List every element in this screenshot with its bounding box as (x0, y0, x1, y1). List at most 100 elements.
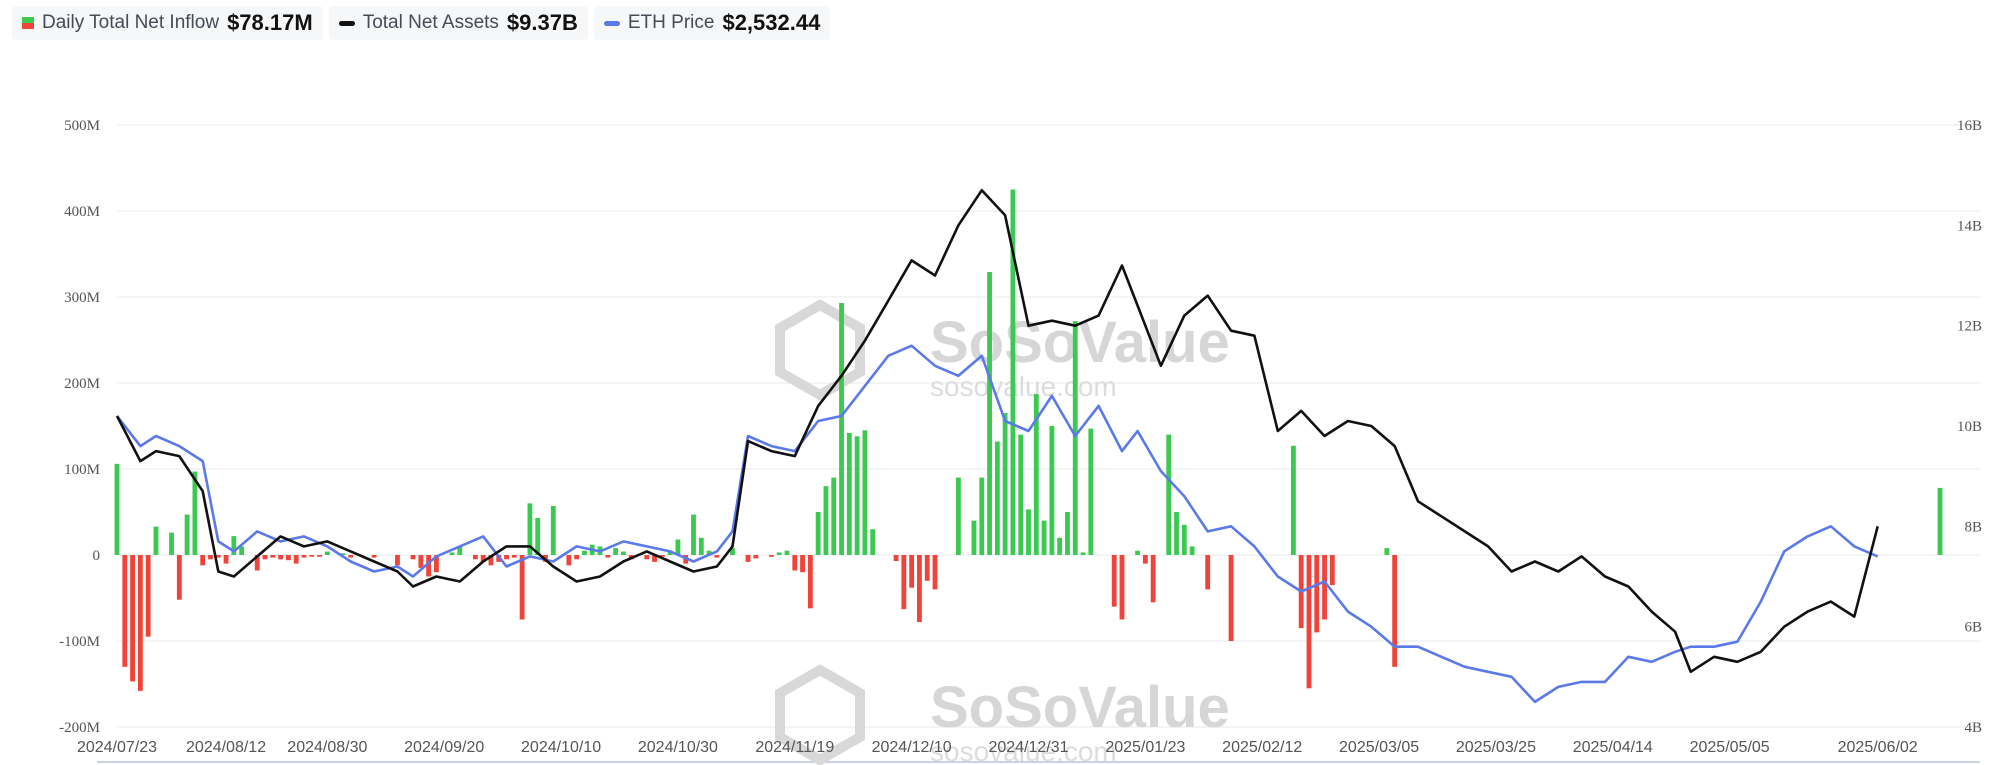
inflow-bar (1065, 512, 1070, 555)
inflow-bar (1057, 537, 1063, 555)
left-tick-label: -100M (59, 634, 100, 650)
x-tick-label: 2024/12/31 (988, 739, 1068, 756)
x-tick-label: 2025/05/05 (1690, 739, 1770, 756)
right-tick-label: 12B (1957, 319, 1982, 335)
inflow-bar (1181, 524, 1187, 555)
eth-price-line (115, 344, 1879, 704)
x-axis: 2024/07/23 2024/08/12 2024/08/30 2024/09/20… (77, 739, 1918, 756)
inflow-bar (317, 555, 322, 557)
left-tick-label: 500M (64, 118, 100, 134)
inflow-bar (231, 536, 237, 555)
inflow-bar (504, 555, 509, 560)
inflow-bar (480, 555, 486, 562)
left-tick-label: 400M (64, 204, 100, 220)
legend-item-assets[interactable]: Total Net Assets $9.37B (328, 6, 588, 40)
legend-value-eth: $2,532.44 (722, 10, 821, 35)
inflow-bar (1290, 445, 1296, 555)
inflow-bar (823, 486, 829, 555)
right-axis: 16B 14B 12B 10B 8B 6B 4B (1957, 118, 1982, 736)
inflow-bar (176, 555, 182, 600)
inflow-bar (426, 555, 432, 577)
x-tick-label: 2025/01/23 (1105, 739, 1185, 756)
inflow-bar (395, 555, 400, 566)
eth-line-swatch-icon (603, 20, 620, 26)
x-tick-label: 2024/08/30 (287, 739, 367, 756)
inflow-bar (971, 520, 977, 555)
legend-item-eth[interactable]: ETH Price $2,532.44 (593, 6, 831, 40)
inflow-bar (1119, 555, 1125, 620)
inflow-bar (1392, 555, 1398, 667)
inflow-bar (1189, 546, 1195, 555)
x-tick-label: 2024/09/20 (404, 739, 484, 756)
inflow-bar (613, 548, 619, 555)
inflow-bar (472, 555, 478, 560)
inflow-bar (745, 555, 751, 562)
left-tick-label: 200M (64, 376, 100, 392)
inflow-bar (1018, 434, 1024, 555)
legend-item-inflow[interactable]: Daily Total Net Inflow $78.17M (12, 6, 323, 40)
inflow-swatch-negative (22, 23, 34, 29)
inflow-bar (1174, 512, 1179, 555)
inflow-bar (169, 532, 174, 555)
inflow-bar (270, 555, 276, 558)
watermark: SoSoValuesosovalue.comSoSoValuesosovalue… (775, 299, 1230, 765)
inflow-bar (839, 303, 844, 555)
inflow-bar (675, 539, 681, 555)
inflow-bar (893, 555, 899, 562)
watermark-site: sosovalue.com (930, 371, 1117, 402)
inflow-bar (605, 555, 611, 558)
inflow-bar (1937, 487, 1943, 555)
inflow-bar (1205, 555, 1211, 590)
x-tick-label: 2024/07/23 (77, 739, 157, 756)
right-tick-label: 10B (1957, 419, 1982, 435)
inflow-bar (714, 555, 720, 558)
inflow-bar (1306, 555, 1312, 689)
inflow-bar (994, 441, 1000, 555)
series-lines (115, 188, 1879, 704)
inflow-bar (776, 552, 782, 555)
left-tick-label: 0 (93, 548, 101, 564)
inflow-bar (574, 555, 580, 560)
inflow-bar (652, 555, 657, 562)
right-tick-label: 14B (1957, 218, 1982, 234)
inflow-bar (667, 550, 673, 555)
inflow-bar (153, 526, 159, 555)
inflow-bar (208, 555, 213, 560)
left-tick-label: 100M (64, 462, 100, 478)
inflow-bar (800, 555, 805, 573)
inflow-bar (433, 555, 439, 573)
inflow-bar (457, 546, 463, 555)
legend-label-eth: ETH Price (627, 12, 715, 33)
inflow-bar (215, 555, 221, 558)
inflow-bar (1150, 555, 1156, 603)
inflow-bar (324, 551, 330, 555)
inflow-bar (846, 432, 852, 555)
right-tick-label: 6B (1964, 620, 1982, 636)
inflow-bar (137, 555, 143, 691)
inflow-bar (262, 555, 268, 560)
inflow-bar (987, 272, 992, 555)
left-tick-label: -200M (59, 720, 100, 736)
inflow-bar (223, 555, 229, 564)
inflow-bar (917, 555, 922, 623)
inflow-bar (488, 555, 494, 566)
inflow-bar (122, 555, 128, 667)
inflow-bar (1384, 548, 1390, 555)
inflow-bar (192, 471, 198, 555)
left-tick-label: 300M (64, 290, 100, 306)
inflow-bar (1033, 394, 1039, 555)
inflow-bar (285, 555, 291, 561)
inflow-bar (1072, 321, 1078, 555)
watermark-site: sosovalue.com (930, 736, 1117, 765)
right-tick-label: 8B (1964, 519, 1982, 535)
inflow-swatch-icon (22, 17, 34, 29)
inflow-bar (449, 552, 455, 555)
inflow-bar (410, 555, 416, 560)
inflow-bar (691, 514, 696, 555)
inflow-bar (145, 555, 151, 637)
inflow-bar (1111, 555, 1117, 607)
inflow-bar (620, 551, 626, 555)
inflow-bar (1010, 189, 1016, 555)
inflow-bar (511, 555, 517, 558)
x-tick-label: 2025/04/14 (1573, 739, 1653, 756)
